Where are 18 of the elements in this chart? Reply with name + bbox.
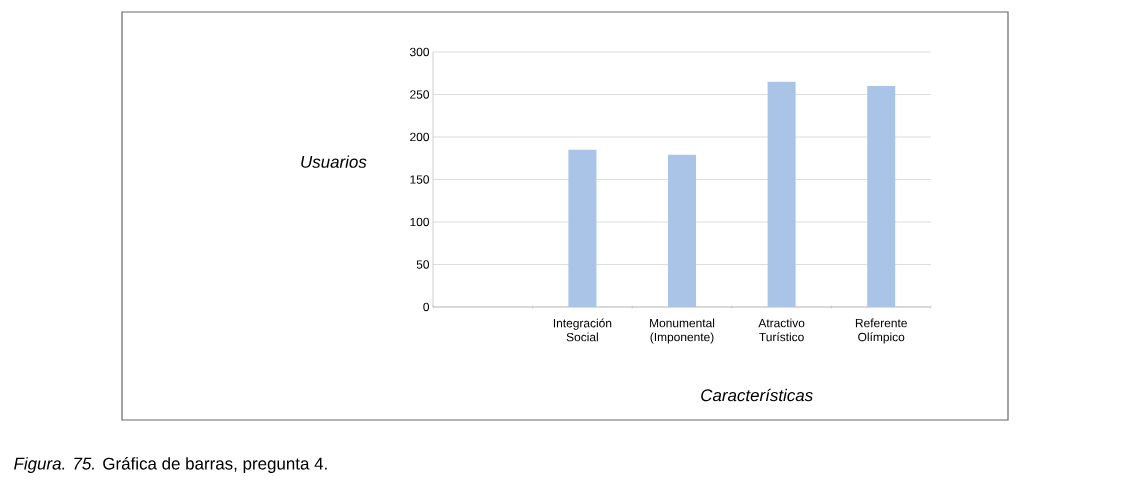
y-tick-label: 150 [410, 175, 430, 184]
y-tick-label: 200 [410, 132, 430, 142]
text: Figura. 75. Gráfica de barras, pregunta 4. [14, 456, 327, 473]
y-axis-title: Usuarios [301, 155, 367, 168]
x-axis-title: Características [701, 388, 813, 402]
y-tick-label: 50 [416, 260, 430, 269]
bar [668, 154, 697, 307]
x-tick-label: Referente Olímpico [855, 318, 907, 344]
y-tick-label: 300 [410, 47, 430, 57]
x-tick-label: Atractivo Turístico [758, 318, 805, 342]
y-tick-label: 250 [410, 90, 430, 99]
y-tick-label: 100 [410, 217, 430, 227]
bar [568, 149, 597, 307]
bar [867, 85, 896, 307]
x-tick-label: Integración Social [553, 318, 612, 342]
y-tick-label: 0 [423, 302, 430, 312]
bar [767, 81, 796, 307]
x-tick-label: Monumental (Imponente) [650, 318, 715, 344]
